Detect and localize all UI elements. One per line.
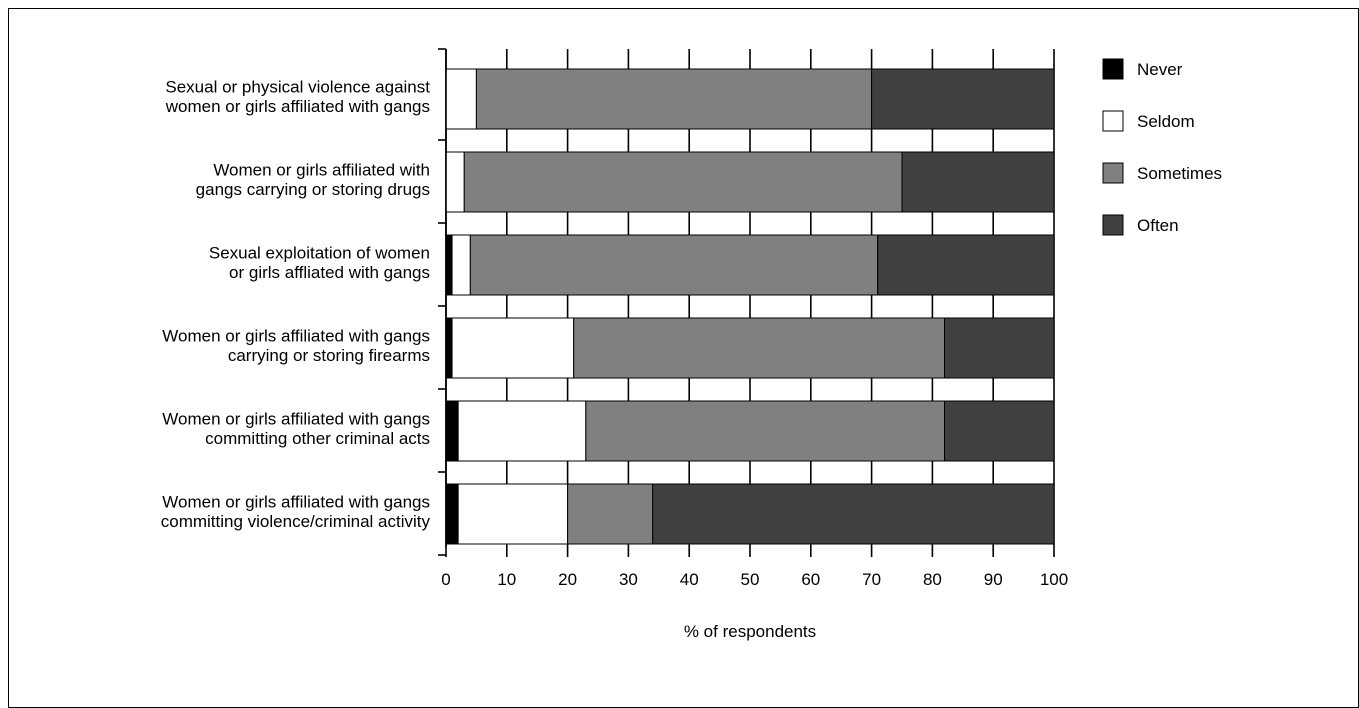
category-label-line: Sexual or physical violence against xyxy=(165,77,430,96)
category-label-line: Sexual exploitation of women xyxy=(209,243,430,262)
bar-segment-often xyxy=(944,317,1055,379)
x-tick-label: 0 xyxy=(441,570,450,589)
category-label: Sexual or physical violence against women… xyxy=(165,77,431,116)
category-label: Women or girls affiliated with gangs comm… xyxy=(162,409,430,448)
category-label-line: Women or girls affiliated with gangs xyxy=(162,492,430,511)
bar-segment-seldom xyxy=(451,317,575,379)
x-tick-label: 70 xyxy=(862,570,881,589)
category-label: Sexual exploitation of women or girls aff… xyxy=(209,243,430,282)
bar-segment-never xyxy=(445,400,459,462)
category-label-line: Women or girls affiliated with gangs xyxy=(162,326,430,345)
bar-segment-seldom xyxy=(445,68,477,130)
bar-segment-seldom xyxy=(445,151,465,213)
category-label-line: or girls affliated with gangs xyxy=(229,263,430,282)
stacked-bar-chart: 0 10 20 30 40 50 60 70 80 90 100 Sexual or physica… xyxy=(161,48,1222,641)
category-label-line: women or girls affiliated with gangs xyxy=(165,97,430,116)
legend-swatch-never xyxy=(1102,58,1124,80)
bar-segment-often xyxy=(652,483,1055,545)
legend-label-often: Often xyxy=(1137,216,1179,235)
bar-segment-seldom xyxy=(451,234,471,296)
category-label-line: committing violence/criminal activity xyxy=(161,512,431,531)
legend-label-seldom: Seldom xyxy=(1137,112,1195,131)
bar-segment-often xyxy=(871,68,1055,130)
x-tick-label: 90 xyxy=(984,570,1003,589)
x-tick-label: 20 xyxy=(558,570,577,589)
bar-segment-sometimes xyxy=(585,400,946,462)
category-label-line: Women or girls affiliated with gangs xyxy=(162,409,430,428)
bar-segment-sometimes xyxy=(567,483,654,545)
legend-swatch-seldom xyxy=(1102,110,1124,132)
category-label: Women or girls affiliated with gangs carr… xyxy=(162,326,430,365)
bar-segment-seldom xyxy=(457,483,569,545)
x-axis-title: % of respondents xyxy=(684,622,816,641)
x-tick-label: 100 xyxy=(1040,570,1068,589)
category-label-line: carrying or storing firearms xyxy=(228,346,430,365)
category-label-line: gangs carrying or storing drugs xyxy=(196,180,430,199)
x-tick-label: 10 xyxy=(497,570,516,589)
bar-segment-sometimes xyxy=(573,317,946,379)
category-label: Women or girls affiliated with gangs comm… xyxy=(161,492,431,531)
bar-segment-often xyxy=(944,400,1055,462)
x-tick-label: 40 xyxy=(680,570,699,589)
x-tick-label: 60 xyxy=(801,570,820,589)
category-label-line: committing other criminal acts xyxy=(205,429,430,448)
legend-label-never: Never xyxy=(1137,60,1183,79)
bar-segment-sometimes xyxy=(475,68,873,130)
bar-segment-seldom xyxy=(457,400,587,462)
x-tick-label: 50 xyxy=(741,570,760,589)
bar-segment-often xyxy=(901,151,1055,213)
category-label: Women or girls affiliated with gangs carr… xyxy=(196,160,430,199)
bar-segment-never xyxy=(445,483,459,545)
x-tick-label: 80 xyxy=(923,570,942,589)
x-tick-label: 30 xyxy=(619,570,638,589)
chart-frame: 0 10 20 30 40 50 60 70 80 90 100 Sexual or physica… xyxy=(8,8,1359,708)
legend-swatch-sometimes xyxy=(1102,162,1124,184)
bar-segment-never xyxy=(445,234,453,296)
bar-segment-never xyxy=(445,317,453,379)
bar-segment-sometimes xyxy=(469,234,879,296)
bar-segment-sometimes xyxy=(463,151,903,213)
legend-swatch-often xyxy=(1102,214,1124,236)
category-label-line: Women or girls affiliated with xyxy=(213,160,430,179)
bar-segment-often xyxy=(877,234,1055,296)
legend-label-sometimes: Sometimes xyxy=(1137,164,1222,183)
